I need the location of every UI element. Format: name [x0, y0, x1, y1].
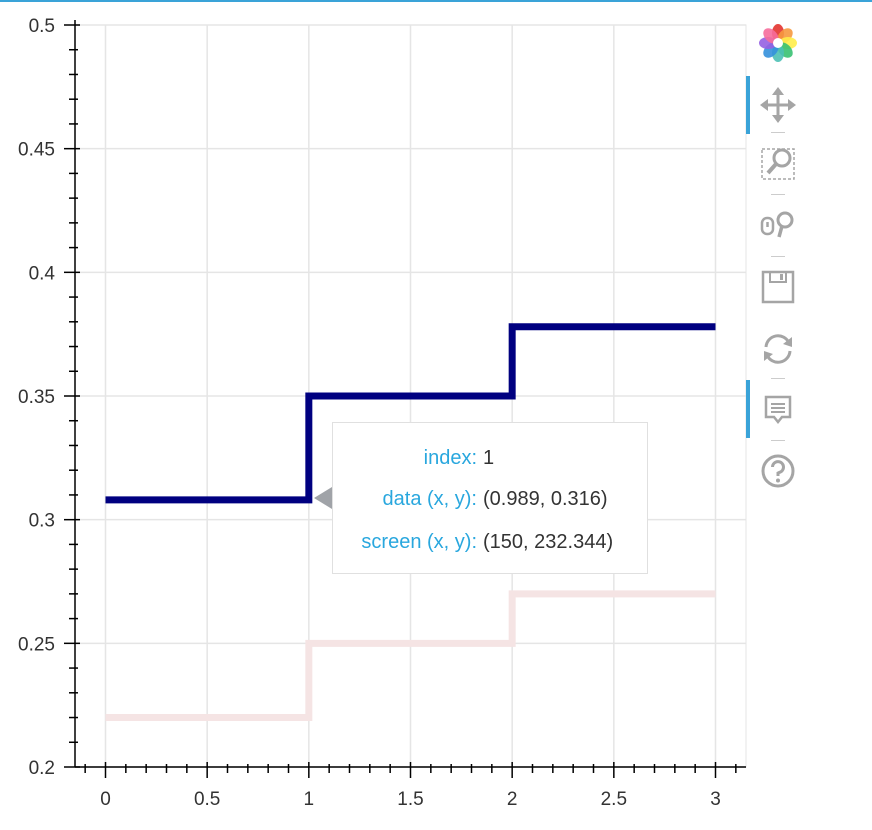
top-border	[0, 0, 872, 2]
tooltip-value: (150, 232.344)	[483, 531, 614, 553]
bokeh-logo-icon[interactable]	[748, 20, 808, 66]
x-tick-label: 2.5	[601, 789, 627, 810]
toolbar-separator	[771, 378, 785, 379]
toolbar-separator	[771, 440, 785, 441]
hover-tooltip: index: 1 data (x, y): (0.989, 0.316) scr…	[332, 422, 648, 574]
tick-labels: 0.2 0.25 0.3 0.35 0.4 0.45 0.5 0 0.5 1 1.5 2 2.5 3	[18, 16, 721, 810]
tooltip-arrow	[314, 487, 332, 509]
toolbar	[746, 20, 808, 500]
box-zoom-icon	[761, 148, 795, 180]
x-tick-label: 0	[100, 789, 111, 810]
toolbar-separator	[771, 132, 785, 133]
y-tick-label: 0.25	[18, 634, 55, 655]
tooltip-row-index: index: 1	[333, 443, 649, 473]
reset-icon	[764, 334, 792, 364]
x-tick-label: 2	[507, 789, 518, 810]
step-series-line-2	[105, 590, 716, 722]
tooltip-row-screen: screen (x, y): (150, 232.344)	[333, 527, 649, 557]
y-tick-label: 0.4	[29, 263, 56, 284]
save-tool-button[interactable]	[748, 264, 808, 310]
toolbar-separator	[771, 194, 785, 195]
series-layer	[105, 323, 716, 722]
y-tick-label: 0.35	[18, 387, 55, 408]
y-tick-label: 0.3	[29, 511, 55, 532]
step-series-line-1	[105, 323, 716, 504]
x-tick-label: 1.5	[397, 789, 423, 810]
x-tick-label: 1	[304, 789, 315, 810]
y-tick-label: 0.2	[29, 758, 55, 779]
box-zoom-tool-button[interactable]	[748, 140, 808, 186]
help-icon	[761, 454, 795, 488]
hover-tool-button[interactable]	[746, 380, 808, 438]
tooltip-label: index:	[423, 447, 477, 469]
y-tick-label: 0.45	[18, 140, 55, 161]
tooltip-label: data (x, y):	[382, 488, 477, 510]
hover-icon	[764, 395, 792, 425]
help-tool-button[interactable]	[748, 448, 808, 494]
tooltip-value: (0.989, 0.316)	[483, 488, 608, 510]
y-tick-label: 0.5	[29, 16, 55, 37]
wheel-zoom-tool-button[interactable]	[748, 202, 808, 248]
reset-tool-button[interactable]	[748, 326, 808, 372]
tooltip-value: 1	[483, 447, 495, 469]
toolbar-separator	[771, 256, 785, 257]
save-icon	[761, 270, 795, 304]
wheel-zoom-icon	[760, 211, 794, 238]
axes	[64, 20, 746, 778]
pan-icon	[760, 87, 796, 123]
pan-tool-button[interactable]	[746, 76, 808, 134]
x-tick-label: 0.5	[194, 789, 220, 810]
tooltip-row-data: data (x, y): (0.989, 0.316)	[333, 484, 649, 514]
tooltip-label: screen (x, y):	[361, 531, 477, 553]
x-tick-label: 3	[710, 789, 721, 810]
